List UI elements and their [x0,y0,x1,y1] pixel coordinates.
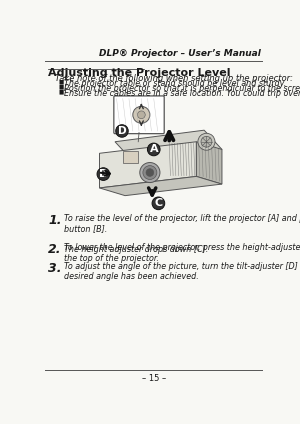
Polygon shape [100,176,222,195]
Polygon shape [115,130,222,161]
Text: ■: ■ [58,89,64,94]
Text: 1.: 1. [48,214,62,227]
Text: Ensure the cables are in a safe location. You could trip over them.: Ensure the cables are in a safe location… [64,89,300,98]
Circle shape [137,111,145,119]
Polygon shape [196,142,222,184]
FancyBboxPatch shape [114,96,164,134]
Text: 3.: 3. [48,262,62,275]
Text: – 15 –: – 15 – [142,374,166,382]
Circle shape [140,162,160,183]
Circle shape [143,166,157,179]
Text: A: A [149,145,158,154]
Text: DLP® Projector – User’s Manual: DLP® Projector – User’s Manual [99,49,261,58]
Circle shape [198,133,215,150]
Text: D: D [118,126,126,136]
Circle shape [133,106,150,123]
Text: ■: ■ [58,79,64,84]
Text: The projector table or stand should be level and sturdy.: The projector table or stand should be l… [64,79,286,88]
Text: Take note of the following when setting up the projector:: Take note of the following when setting … [55,74,292,83]
Circle shape [201,137,212,147]
Text: B: B [99,169,108,179]
Text: Adjusting the Projector Level: Adjusting the Projector Level [48,68,231,78]
Text: C: C [154,198,163,208]
Text: ■: ■ [58,84,64,89]
Circle shape [146,169,154,176]
Text: To raise the level of the projector, lift the projector [A] and press the height: To raise the level of the projector, lif… [64,214,300,254]
Text: To lower the level of the projector, press the height-adjuster button and push d: To lower the level of the projector, pre… [64,243,300,263]
Text: Position the projector so that it is perpendicular to the screen.: Position the projector so that it is per… [64,84,300,93]
Polygon shape [100,142,196,188]
Text: To adjust the angle of the picture, turn the tilt-adjuster [D] right or left unt: To adjust the angle of the picture, turn… [64,262,300,281]
Text: 2.: 2. [48,243,62,257]
FancyBboxPatch shape [123,151,138,162]
